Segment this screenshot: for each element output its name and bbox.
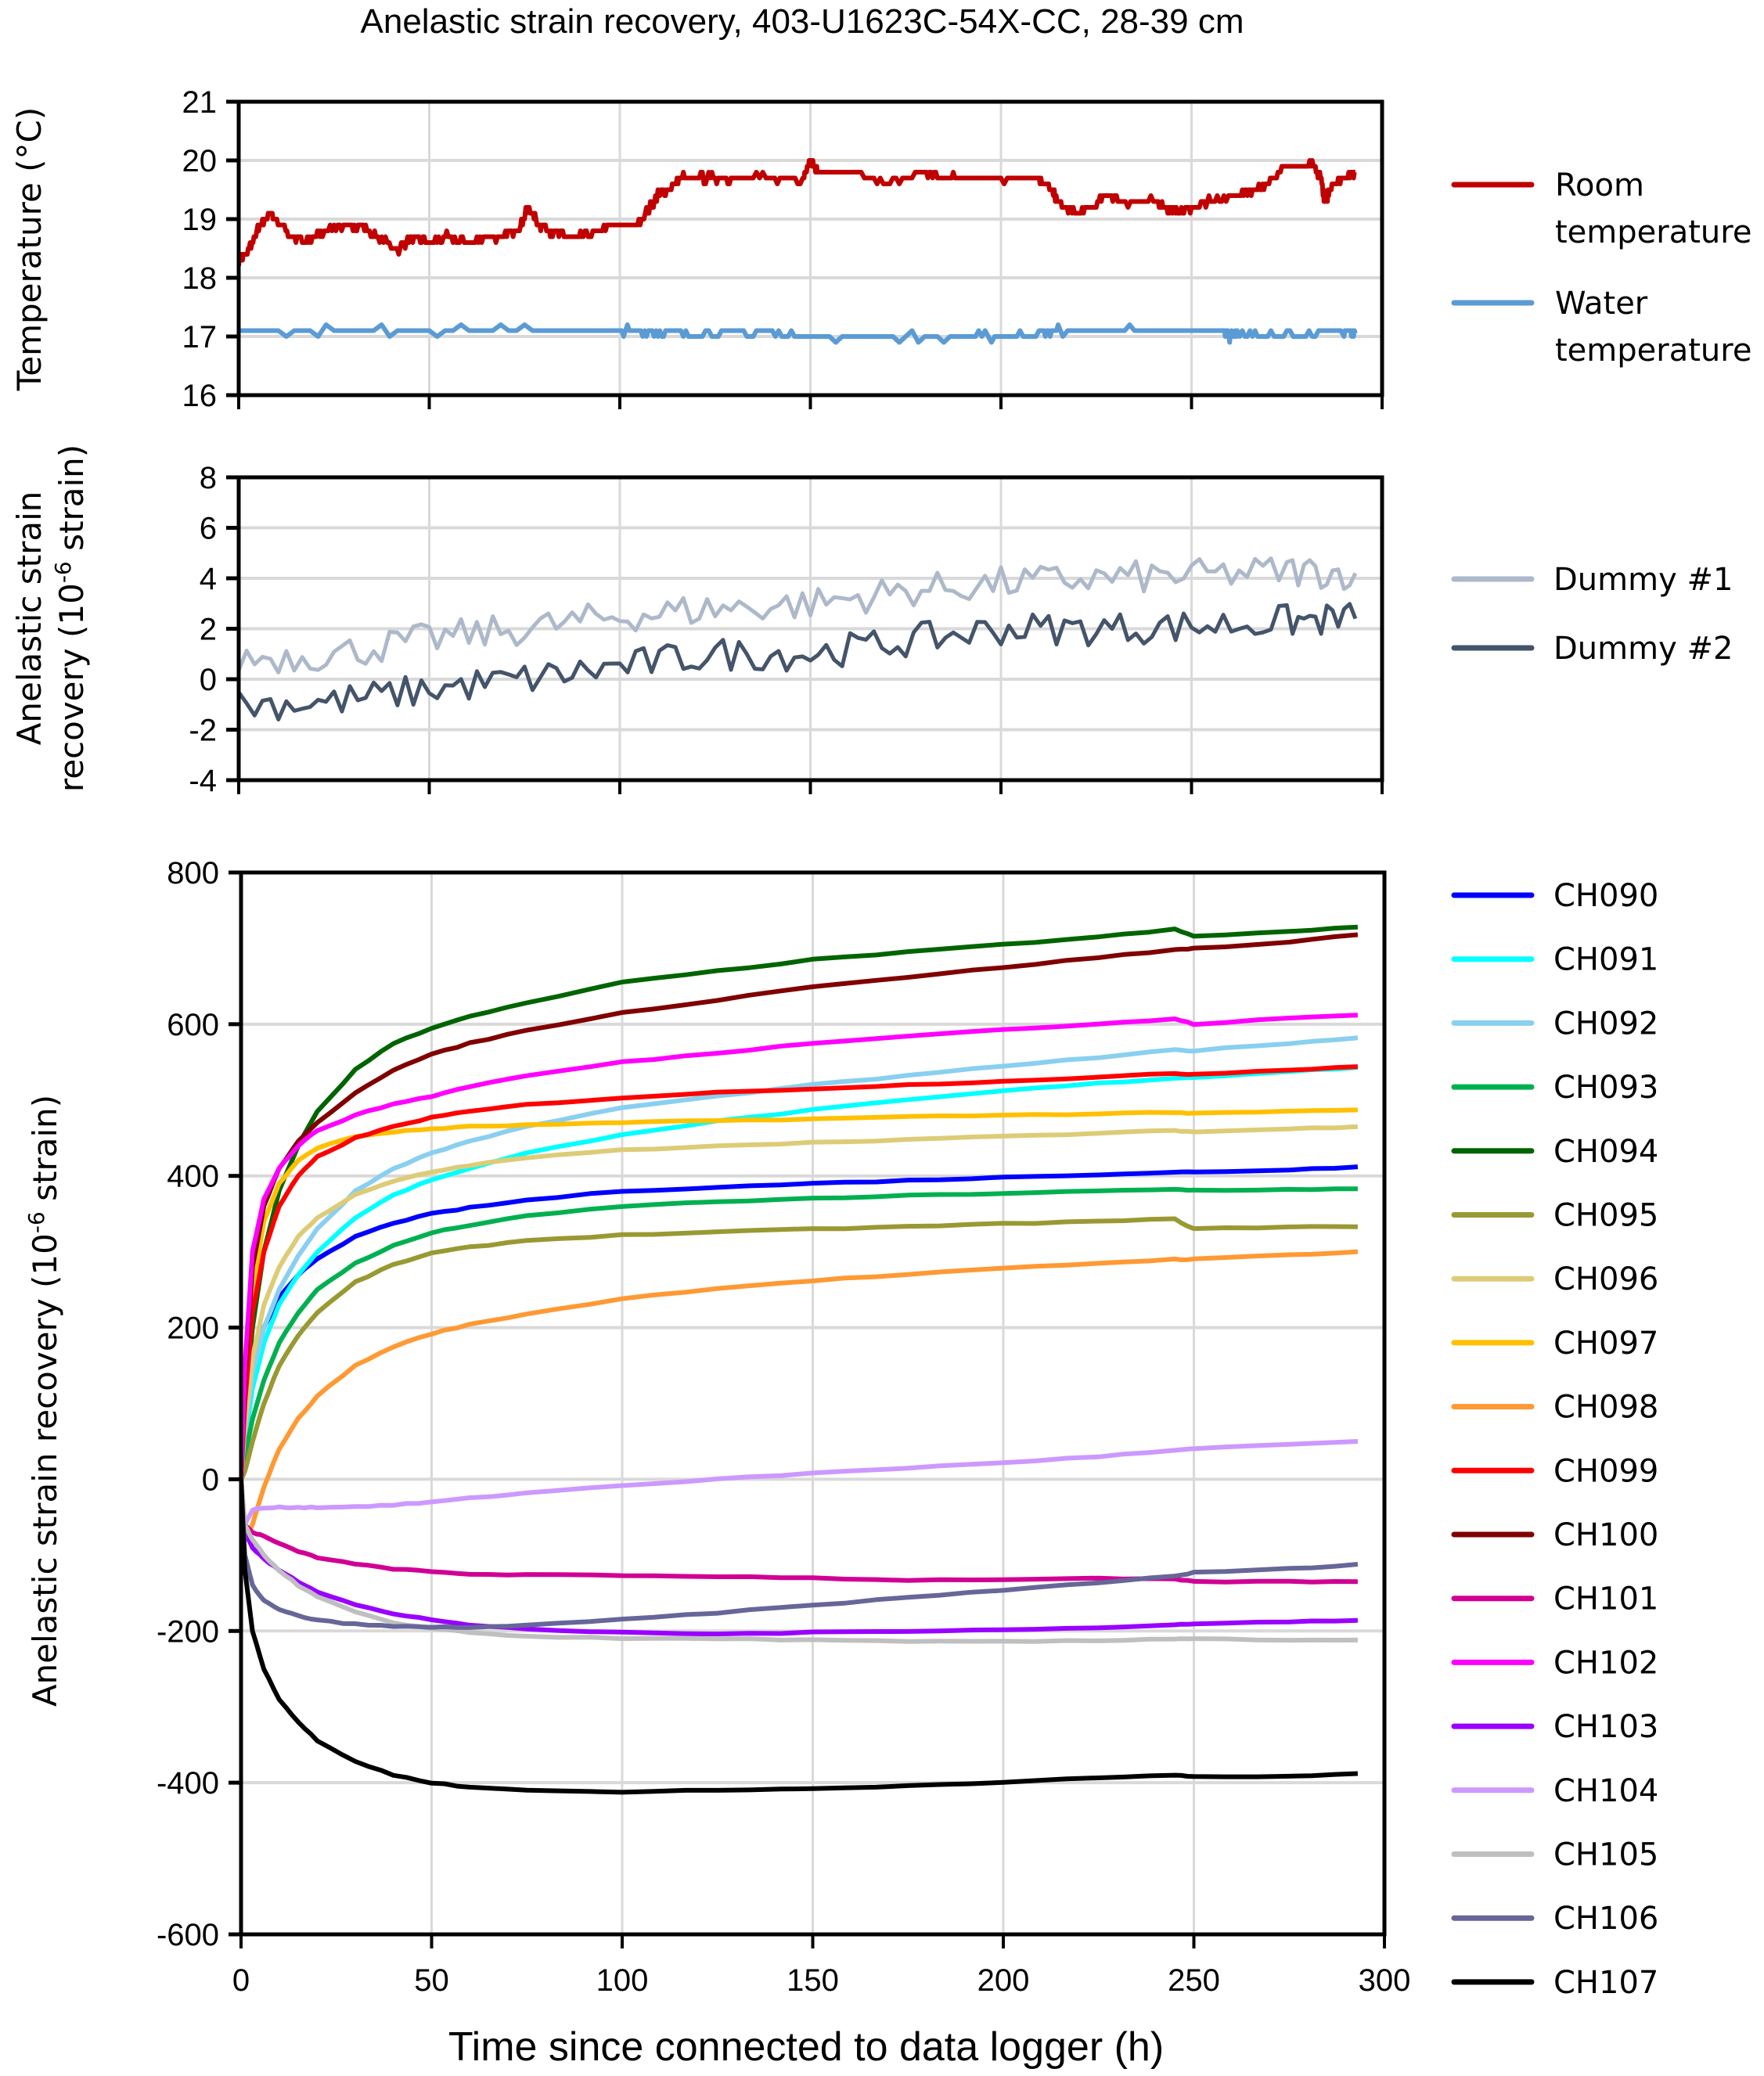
legend-label: CH096: [1553, 1261, 1658, 1297]
y-tick-label: 200: [167, 1311, 219, 1346]
strain-recovery-panel: -600 -400 -200 0 200 400 600 800 0 50 100 150 200 250…: [157, 856, 1658, 2001]
x-tick-label: 250: [1168, 1963, 1220, 1998]
y-tick-label: 2: [200, 613, 217, 647]
legend-label: temperature: [1555, 214, 1751, 250]
series-line-ch094: [241, 924, 1359, 1480]
x-tick-label: 200: [977, 1963, 1030, 1998]
legend-label: CH102: [1553, 1645, 1658, 1681]
temperature-panel: 16 17 18 19 20 21 Room temperature Water temperat…: [182, 85, 1752, 413]
y-axis-label-dummy-2: recovery (10-6 strain): [50, 444, 91, 792]
y-tick-label: 16: [182, 379, 218, 413]
series-line-ch101: [241, 1479, 1358, 1585]
y-tick-label: 21: [182, 85, 218, 120]
series-line-ch093: [241, 1186, 1358, 1480]
chart-title: Anelastic strain recovery, 403-U1623C-54…: [361, 2, 1244, 41]
series-line-ch090: [241, 1164, 1359, 1481]
label-part: recovery (10: [52, 583, 91, 792]
legend-label: CH104: [1553, 1773, 1658, 1809]
legend-label: CH091: [1553, 942, 1658, 978]
legend-label: CH094: [1553, 1134, 1658, 1170]
label-part: strain): [26, 1095, 64, 1211]
legend-label: CH106: [1553, 1901, 1658, 1937]
y-tick-label: 17: [182, 320, 218, 354]
series-line-dummy-2: [239, 602, 1358, 721]
legend-label: CH103: [1553, 1709, 1658, 1745]
series-line-ch107: [241, 1479, 1359, 1795]
x-tick-label: 50: [414, 1963, 449, 1998]
series-line-ch100: [241, 932, 1359, 1480]
legend-label: CH100: [1553, 1517, 1658, 1553]
series-line-ch098: [241, 1249, 1359, 1542]
series-line-ch106: [241, 1478, 1359, 1630]
y-tick-label: 600: [167, 1008, 219, 1042]
y-tick-label: -2: [189, 714, 217, 748]
label-superscript: -6: [23, 1211, 49, 1233]
x-tick-label: 0: [232, 1963, 250, 1998]
x-tick-label: 300: [1359, 1963, 1411, 1998]
legend-label: Water: [1555, 286, 1648, 322]
y-tick-label: 4: [200, 562, 217, 596]
series-line-room-temperature: [239, 158, 1357, 267]
series-line-ch105: [241, 1478, 1358, 1644]
label-superscript: -6: [50, 561, 76, 583]
y-tick-label: 800: [167, 856, 219, 890]
y-tick-label: 0: [202, 1463, 219, 1497]
series-line-ch102: [241, 1013, 1359, 1480]
legend-label: CH092: [1553, 1006, 1658, 1042]
legend-label: CH093: [1553, 1070, 1658, 1106]
y-tick-label: 6: [200, 512, 217, 546]
legend-label: CH105: [1553, 1837, 1658, 1873]
series-line-ch096: [241, 1124, 1359, 1480]
dummy-strain-panel: -4 -2 0 2 4 6 8 Dummy #1 Dummy #2: [189, 461, 1733, 798]
y-tick-label: 8: [200, 461, 217, 495]
legend-label: CH099: [1553, 1453, 1658, 1489]
y-axis-label-strain: Anelastic strain recovery (10-6 strain): [23, 1095, 64, 1707]
legend-label: CH095: [1553, 1198, 1658, 1234]
y-axis-label-temperature: Temperature (°C): [10, 107, 49, 392]
y-axis-label-dummy: Anelastic strain: [10, 491, 49, 746]
y-tick-label: 18: [182, 261, 218, 296]
legend-label: Dummy #2: [1553, 631, 1733, 667]
legend-label: CH097: [1553, 1326, 1658, 1362]
y-tick-label: 0: [200, 663, 217, 697]
legend-label: temperature: [1555, 333, 1751, 369]
y-tick-label: 400: [167, 1160, 219, 1194]
series-line-ch095: [241, 1216, 1358, 1481]
series-line-ch092: [241, 1035, 1359, 1480]
label-part: Anelastic strain recovery (10: [26, 1233, 64, 1707]
series-line-water-temperature: [239, 322, 1358, 345]
y-tick-label: 20: [182, 144, 218, 178]
y-tick-label: -400: [157, 1766, 219, 1801]
legend-label: CH107: [1553, 1965, 1658, 2001]
legend-label: CH090: [1553, 878, 1658, 914]
y-tick-label: 19: [182, 203, 218, 237]
legend-label: Room: [1555, 167, 1644, 203]
x-axis-label: Time since connected to data logger (h): [448, 2024, 1164, 2070]
legend-label: CH098: [1553, 1390, 1658, 1426]
y-tick-label: -4: [189, 764, 217, 798]
y-tick-label: -200: [157, 1614, 219, 1649]
y-tick-label: -600: [157, 1918, 219, 1952]
x-tick-label: 150: [787, 1963, 839, 1998]
series-line-dummy-1: [239, 556, 1358, 675]
legend-label: Dummy #1: [1553, 562, 1733, 598]
legend-label: CH101: [1553, 1581, 1658, 1617]
series-line-ch097: [241, 1107, 1358, 1481]
x-tick-label: 100: [596, 1963, 649, 1998]
series-line-ch104: [241, 1439, 1359, 1527]
label-part: strain): [52, 444, 91, 561]
series-line-ch099: [241, 1064, 1359, 1480]
